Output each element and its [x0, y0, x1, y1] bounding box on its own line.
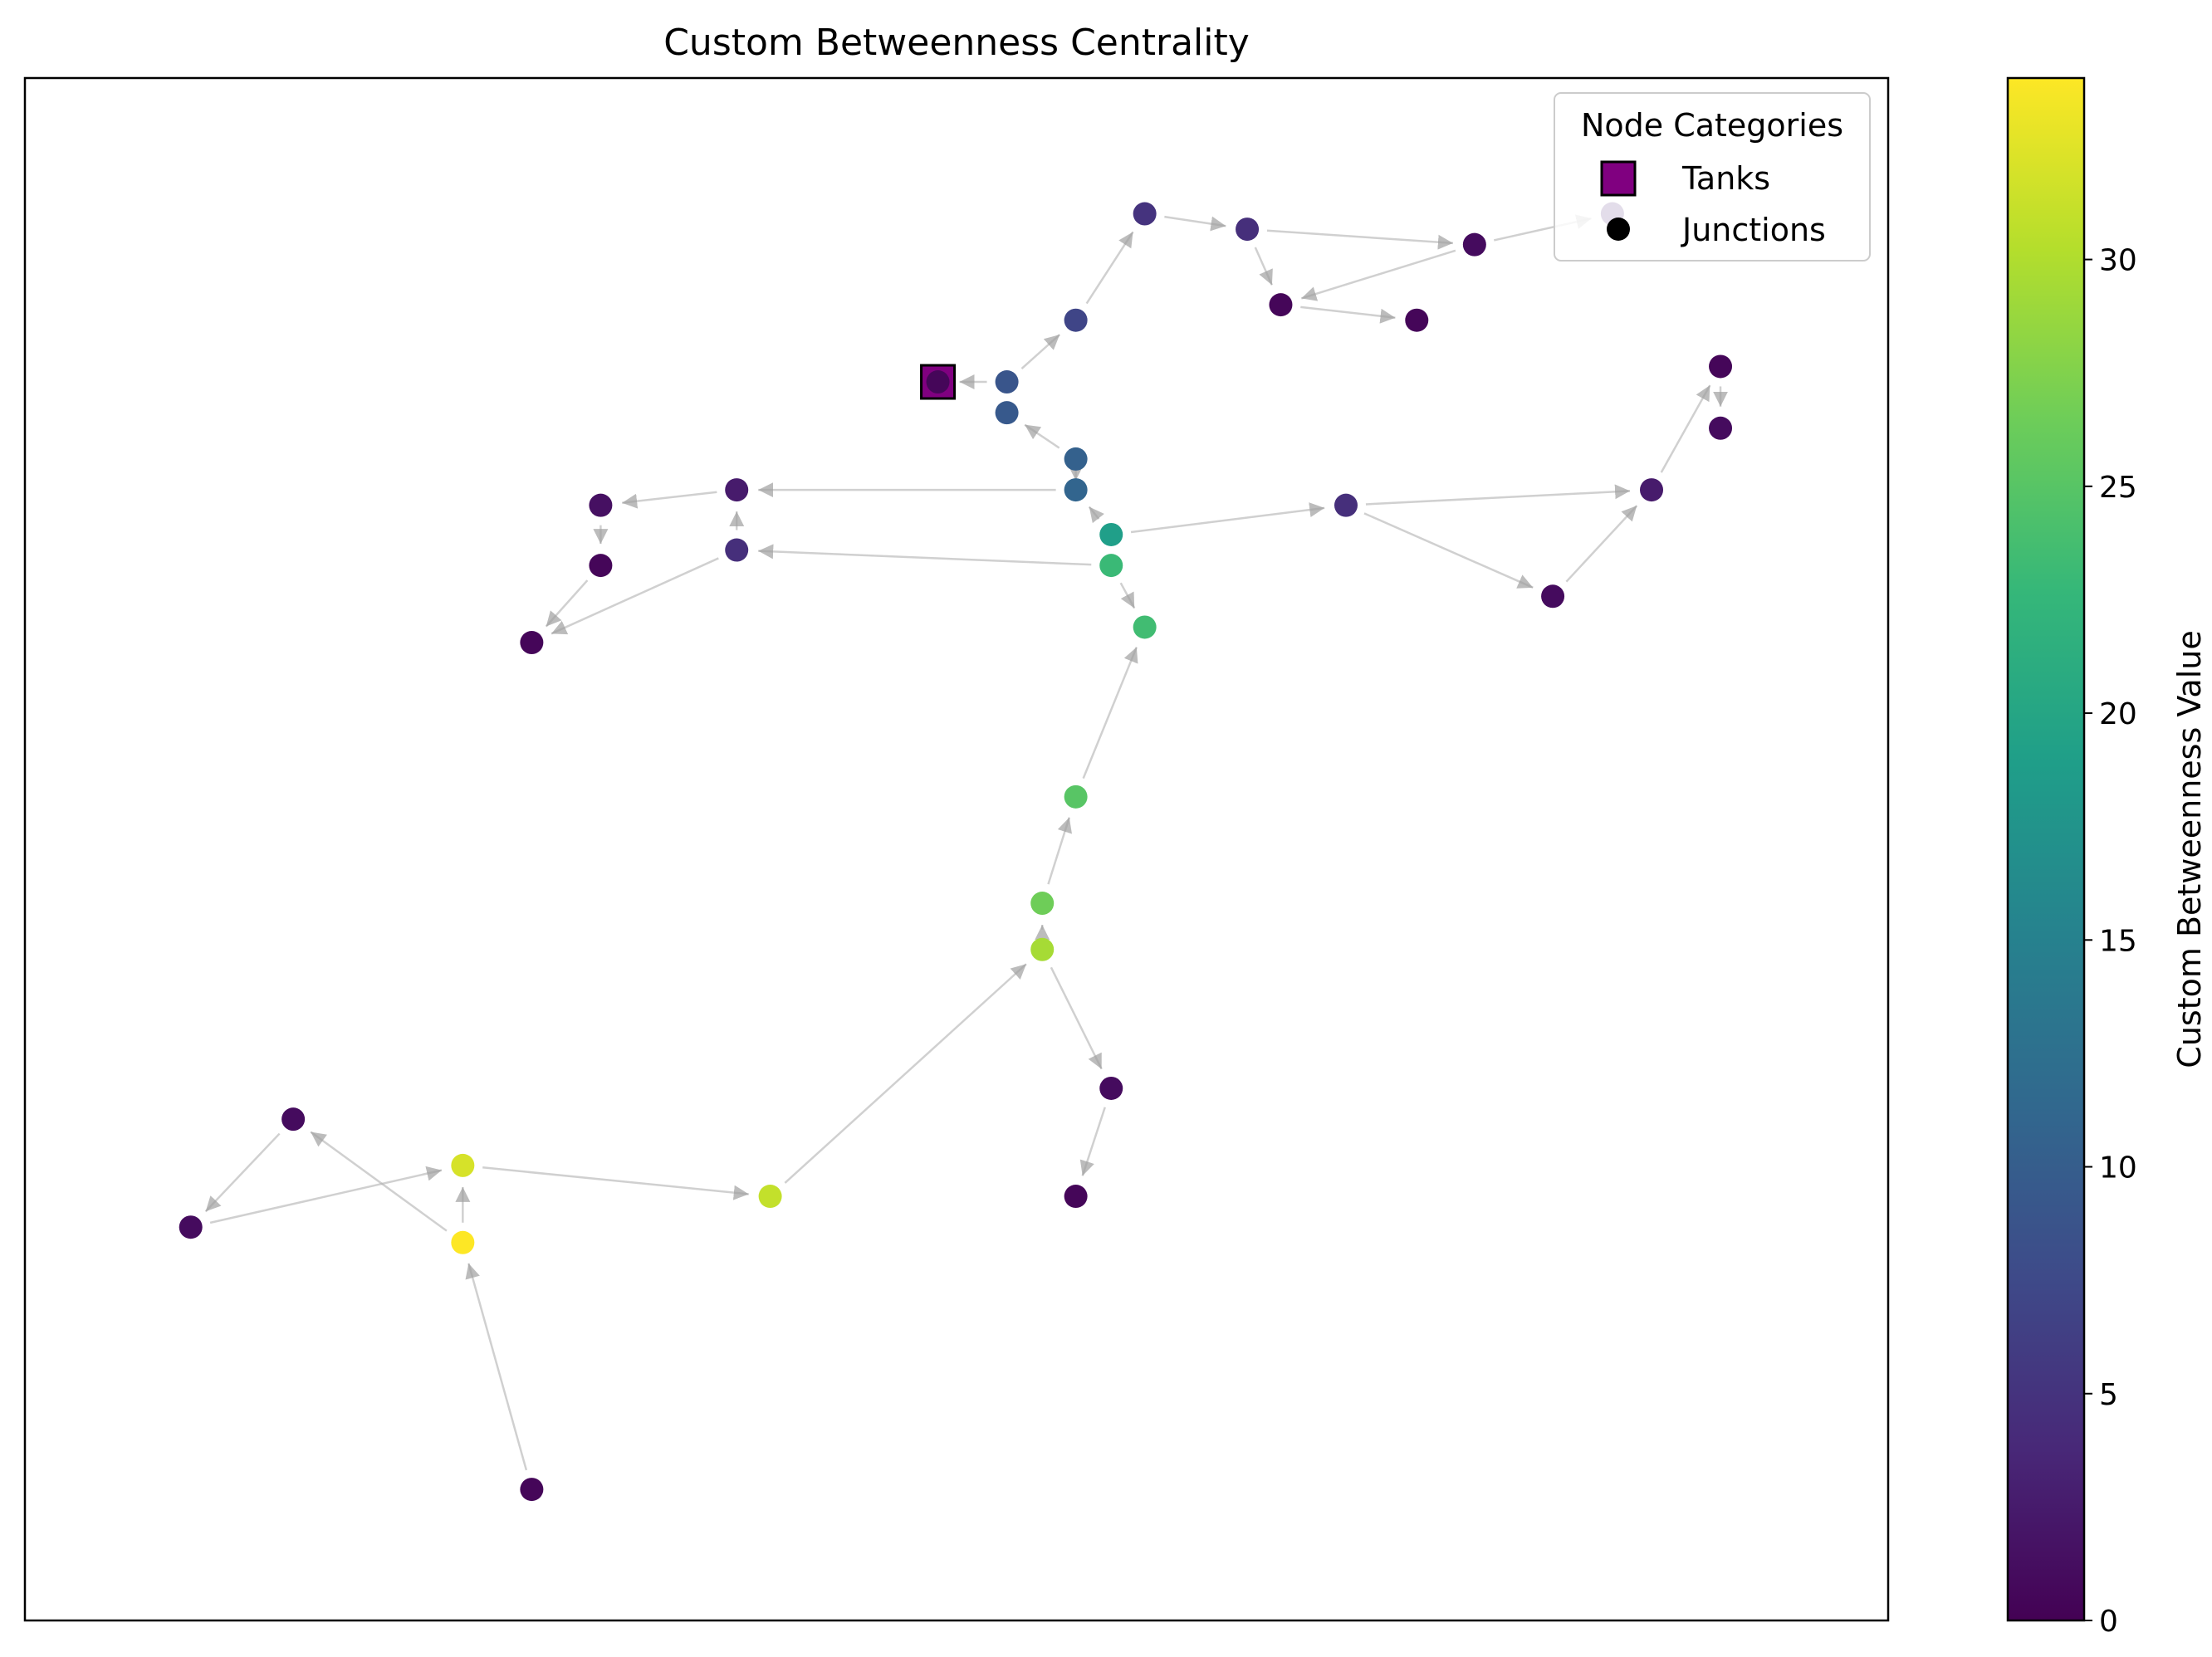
colorbar-frame	[2006, 76, 2086, 1622]
edge-E4-E5	[1079, 1107, 1106, 1176]
edge-A5-A6	[1266, 229, 1453, 250]
junction-node-D2[interactable]	[1541, 584, 1565, 609]
legend: Node Categories Tanks Junctions	[1554, 92, 1871, 262]
edge-D1-D3	[1365, 484, 1631, 506]
junction-node-E5[interactable]	[1064, 1185, 1088, 1209]
colorbar-label: Custom Betweenness Value	[2171, 630, 2208, 1068]
edge-C1-C3	[622, 491, 717, 509]
junction-node-C1[interactable]	[725, 478, 749, 502]
legend-box	[1554, 92, 1871, 262]
junction-node-F3[interactable]	[451, 1230, 475, 1254]
plot-frame	[23, 76, 1890, 1622]
junction-node-B4[interactable]	[1099, 554, 1123, 578]
edges-layer	[204, 214, 1729, 1471]
junction-node-F2[interactable]	[451, 1153, 475, 1177]
edge-A8-A9	[1300, 305, 1396, 324]
junction-node-A9[interactable]	[1405, 308, 1429, 332]
edge-F1-E3	[784, 963, 1027, 1184]
junction-node-E2[interactable]	[1030, 892, 1055, 916]
junction-node-B1[interactable]	[1064, 447, 1088, 471]
junction-node-D1[interactable]	[1334, 493, 1358, 517]
edge-B1-A2	[1024, 423, 1060, 449]
junction-node-A6[interactable]	[1462, 232, 1486, 257]
edge-F4-F5	[204, 1132, 281, 1213]
colorbar-tick-label-10: 10	[2099, 1151, 2137, 1185]
edge-D2-D3	[1565, 505, 1638, 583]
edge-A6-A8	[1300, 249, 1456, 301]
colorbar-tick-label-20: 20	[2099, 697, 2137, 731]
nodes-layer	[179, 202, 1733, 1502]
legend-tank-marker	[1600, 160, 1637, 197]
edge-A1-A3	[1020, 334, 1061, 369]
junction-node-A5[interactable]	[1236, 218, 1260, 242]
edge-B3-B2	[1088, 506, 1104, 524]
edge-C4-C5	[545, 579, 589, 628]
legend-title: Node Categories	[1581, 107, 1843, 144]
edge-A3-A4	[1085, 231, 1134, 305]
edge-E3-E4	[1050, 966, 1103, 1070]
edge-C2-C5	[551, 557, 719, 635]
legend-label-junctions: Junctions	[1681, 212, 1826, 248]
junction-node-B3[interactable]	[1099, 522, 1123, 546]
junction-node-B5[interactable]	[1133, 615, 1157, 639]
colorbar-tick-label-5: 5	[2099, 1378, 2118, 1412]
junction-node-A1[interactable]	[995, 370, 1019, 394]
edge-E2-E1	[1047, 817, 1072, 885]
junction-node-T1[interactable]	[926, 370, 950, 394]
junction-node-C3[interactable]	[589, 493, 613, 517]
edge-B4-C2	[758, 544, 1092, 566]
junction-node-D3[interactable]	[1640, 478, 1664, 502]
edge-D1-D2	[1363, 512, 1534, 589]
junction-node-D5[interactable]	[1709, 354, 1733, 379]
edge-E1-B5	[1082, 647, 1138, 780]
legend-junction-marker	[1607, 218, 1630, 241]
junction-node-C4[interactable]	[589, 554, 613, 578]
junction-node-E1[interactable]	[1064, 785, 1088, 809]
junction-node-F5[interactable]	[179, 1215, 203, 1239]
junction-node-A8[interactable]	[1269, 293, 1293, 317]
junction-node-D4[interactable]	[1709, 416, 1733, 440]
edge-F6-F3	[465, 1263, 528, 1471]
colorbar-ticks: 0 5 10 15 20 25 30	[2084, 244, 2137, 1639]
junction-node-E3[interactable]	[1030, 937, 1055, 961]
junction-node-C5[interactable]	[520, 631, 544, 655]
legend-label-tanks: Tanks	[1681, 160, 1770, 197]
colorbar: 0 5 10 15 20 25 30 Custom Betweenness Value	[2006, 76, 2208, 1639]
junction-node-A4[interactable]	[1133, 202, 1157, 226]
edge-B4-B5	[1119, 582, 1136, 609]
edge-D3-D5	[1660, 384, 1711, 473]
junction-node-C2[interactable]	[725, 538, 749, 562]
colorbar-tick-label-25: 25	[2099, 471, 2137, 505]
junction-node-E4[interactable]	[1099, 1076, 1123, 1100]
colorbar-tick-label-0: 0	[2099, 1605, 2118, 1639]
junction-node-A3[interactable]	[1064, 308, 1088, 332]
colorbar-tick-label-15: 15	[2099, 924, 2137, 958]
edge-A5-A8	[1254, 247, 1274, 286]
junction-node-F4[interactable]	[281, 1107, 306, 1132]
edge-F5-F2	[209, 1166, 443, 1224]
junction-node-B2[interactable]	[1064, 478, 1088, 502]
edge-B3-D1	[1130, 502, 1325, 534]
edge-F3-F4	[310, 1131, 448, 1232]
edge-A4-A5	[1164, 215, 1226, 232]
colorbar-tick-label-30: 30	[2099, 244, 2137, 278]
plot-area	[23, 76, 1890, 1622]
junction-node-F1[interactable]	[758, 1185, 782, 1209]
edge-F2-F1	[482, 1166, 749, 1200]
junction-node-F6[interactable]	[520, 1478, 544, 1502]
junction-node-A2[interactable]	[995, 401, 1019, 425]
chart-title: Custom Betweenness Centrality	[663, 22, 1250, 64]
colorbar-gradient	[2008, 78, 2084, 1620]
